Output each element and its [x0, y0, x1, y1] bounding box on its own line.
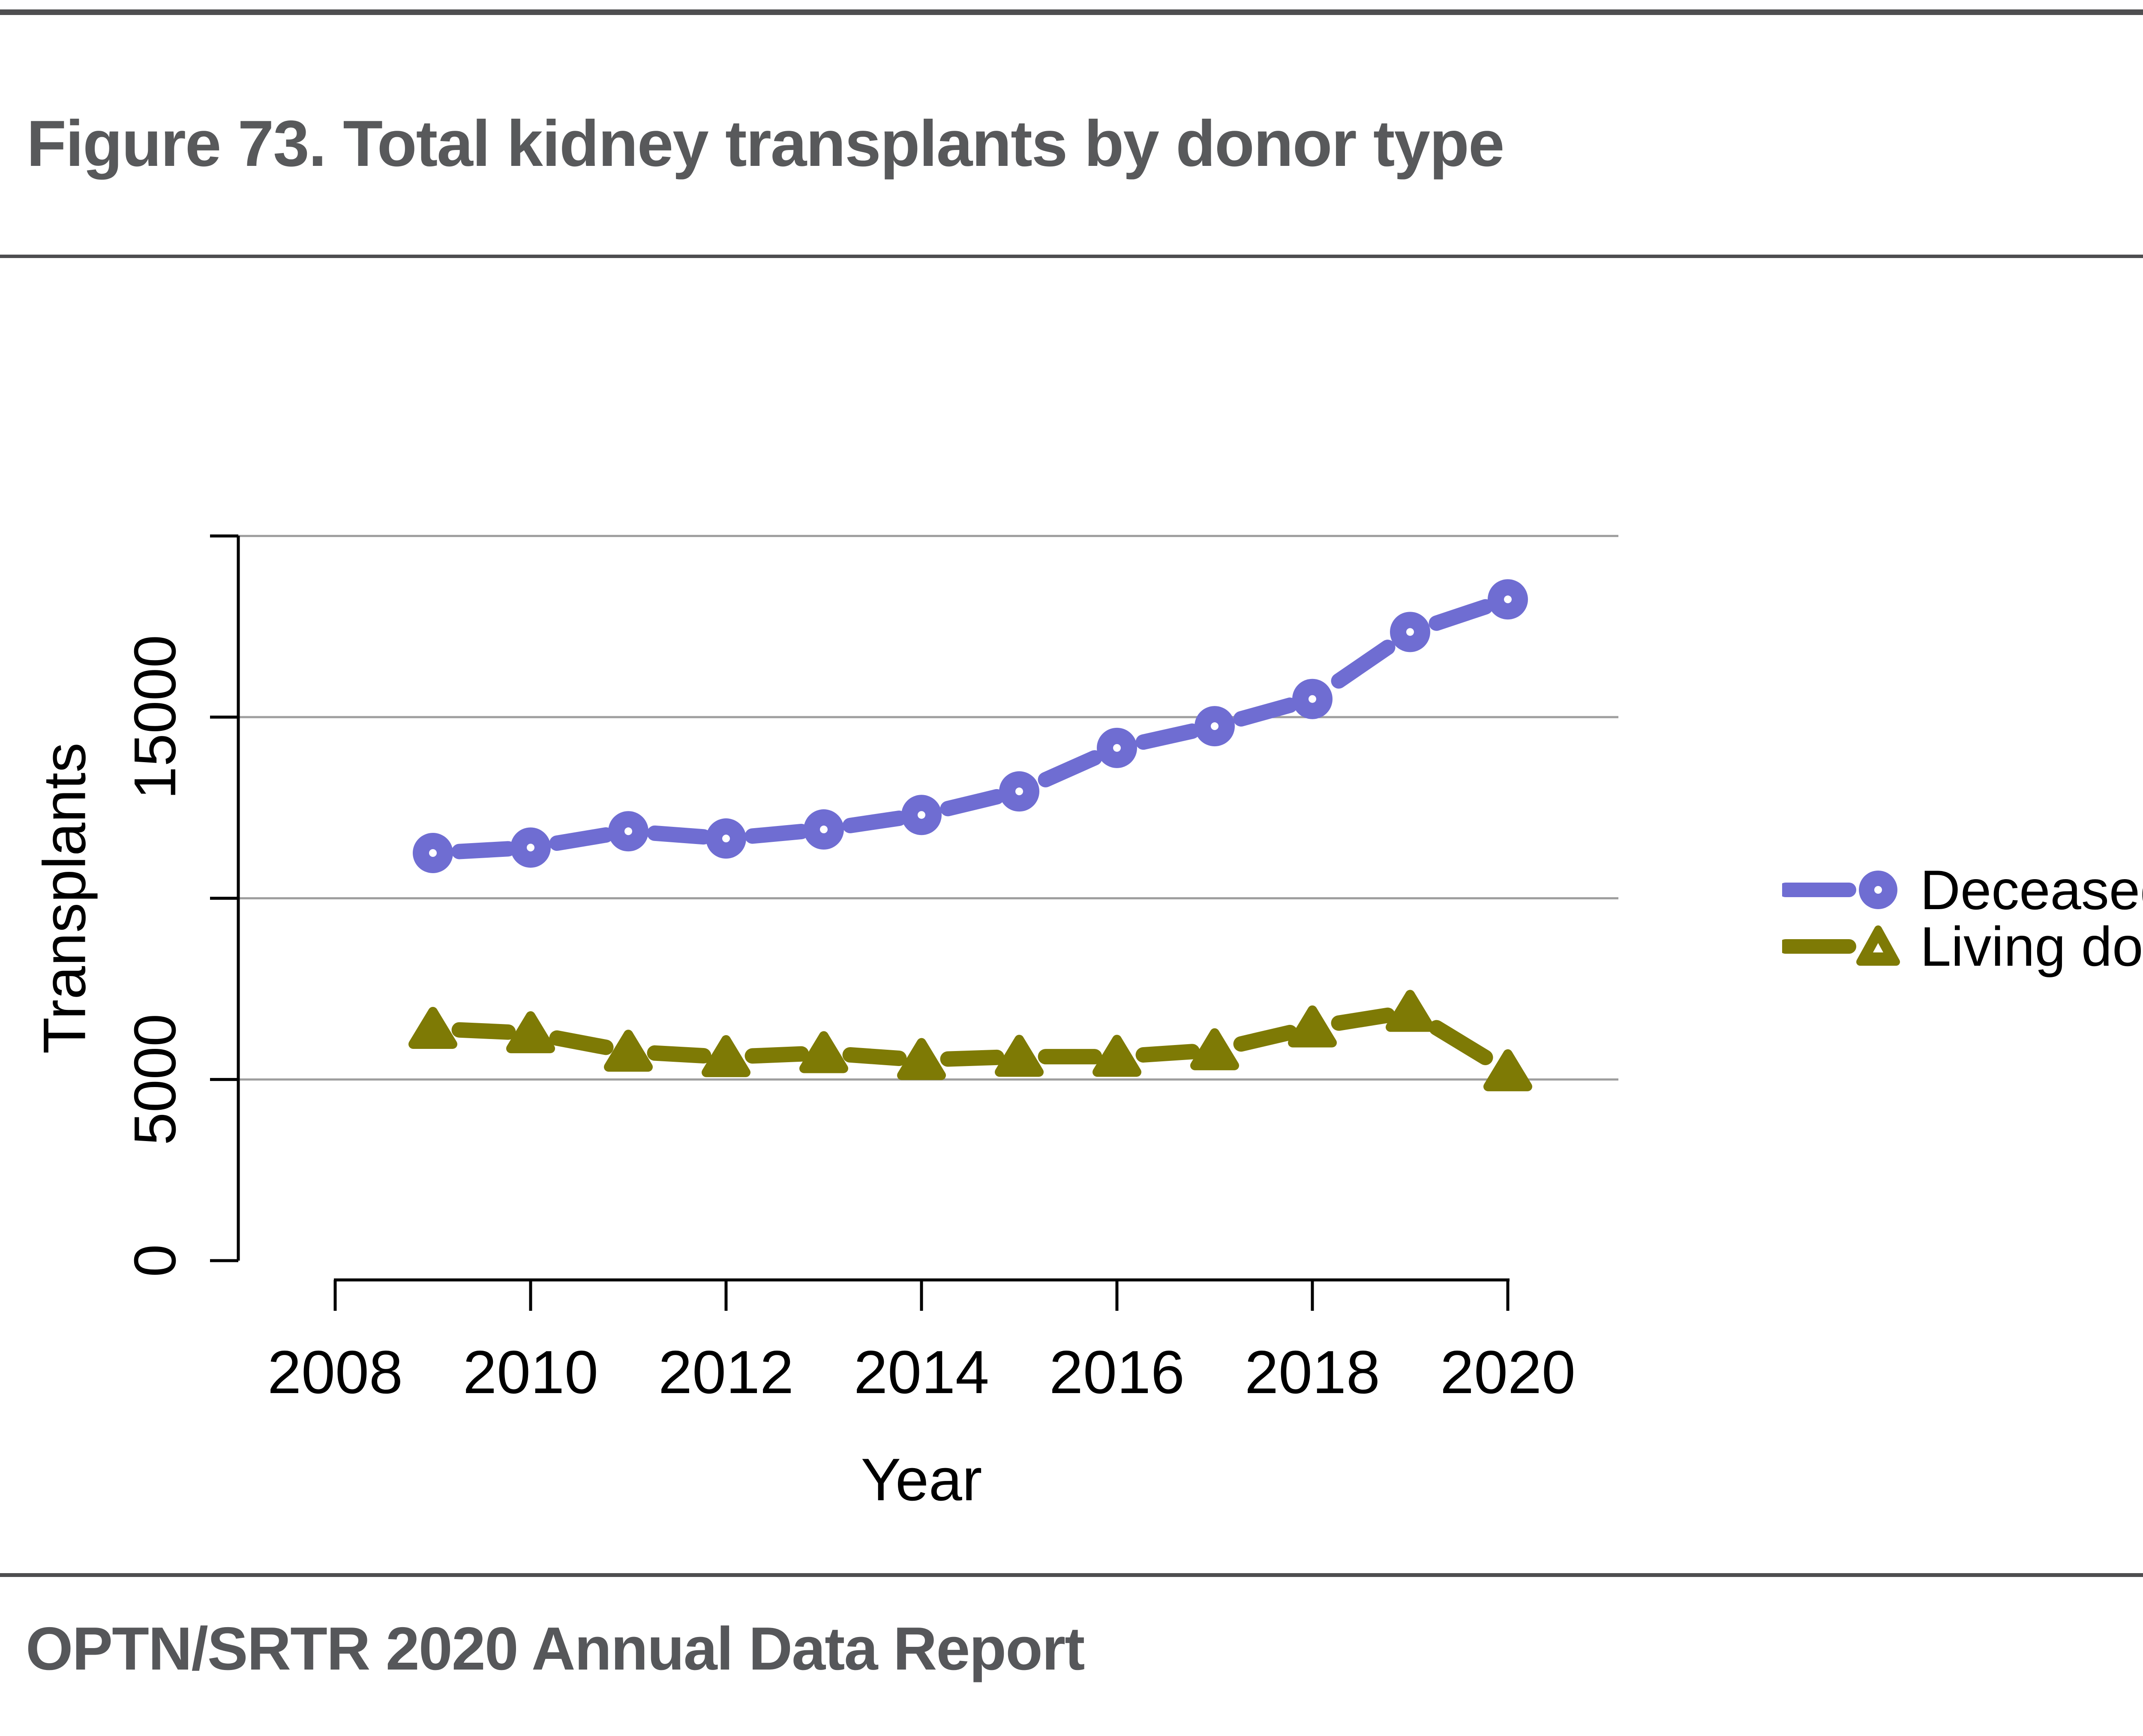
x-tick-label: 2012 — [658, 1338, 794, 1406]
x-tick-label: 2018 — [1245, 1338, 1380, 1406]
x-axis-title: Year — [861, 1446, 982, 1513]
data-point-triangle — [506, 1011, 555, 1054]
y-axis: 0 5000 15000 Transplants — [31, 534, 240, 1277]
legend-item-deceased: Deceased donor — [1782, 862, 2143, 918]
y-axis-title: Transplants — [31, 742, 98, 1054]
legend-item-label: Deceased donor — [1920, 859, 2143, 921]
x-tick-label: 2014 — [854, 1338, 989, 1406]
y-tick-label: 5000 — [122, 1014, 188, 1145]
x-axis: 2008 2010 2012 2014 2016 2018 2020 Year — [267, 1278, 1576, 1513]
living-donor-marker-icon — [1782, 925, 1900, 966]
figure-title: Figure 73. Total kidney transplants by d… — [27, 107, 1504, 180]
data-point-triangle — [799, 1031, 848, 1073]
data-point-triangle — [1386, 990, 1435, 1032]
legend-item-living: Living donor — [1782, 918, 2143, 975]
data-point-triangle — [1288, 1005, 1337, 1048]
footer-divider-rule — [0, 1573, 2143, 1577]
legend-item-label: Living donor — [1920, 915, 2143, 978]
y-tick-label: 0 — [122, 1244, 188, 1277]
deceased-donor-marker-icon — [1782, 871, 1897, 909]
x-tick-label: 2010 — [463, 1338, 598, 1406]
data-point-triangle — [604, 1030, 653, 1072]
series-living-donor — [408, 990, 1532, 1091]
data-point-triangle — [897, 1038, 946, 1080]
data-point-triangle — [1093, 1035, 1141, 1077]
series-deceased-donor — [413, 579, 1528, 873]
legend: Deceased donor Living donor — [1782, 862, 2143, 975]
x-tick-label: 2008 — [267, 1338, 403, 1406]
x-tick-label: 2016 — [1049, 1338, 1185, 1406]
data-point-triangle — [1483, 1049, 1532, 1091]
title-divider-rule — [0, 255, 2143, 258]
data-point-triangle — [408, 1006, 457, 1049]
data-point-triangle — [995, 1035, 1044, 1077]
data-point-triangle — [1190, 1028, 1239, 1070]
y-tick-label: 15000 — [122, 635, 188, 799]
top-border-rule — [0, 9, 2143, 15]
report-footer: OPTN/SRTR 2020 Annual Data Report — [26, 1615, 1085, 1683]
x-tick-label: 2020 — [1440, 1338, 1576, 1406]
data-point-triangle — [702, 1035, 750, 1077]
